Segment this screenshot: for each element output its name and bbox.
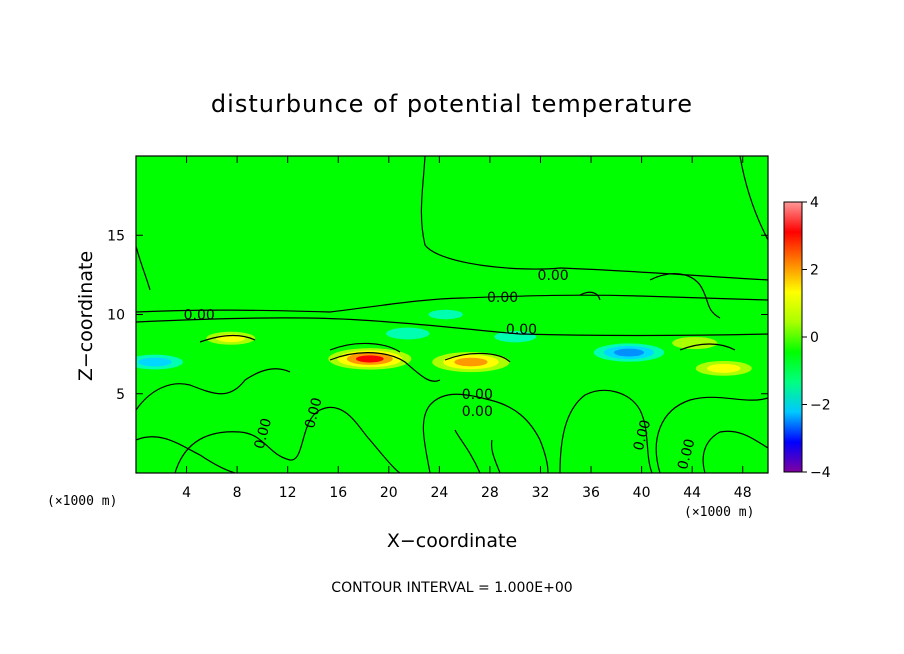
contour-label: 0.00 <box>184 308 215 324</box>
x-tick-label: 4 <box>182 485 191 501</box>
colorbar-gradient <box>784 202 802 472</box>
contour-line <box>454 429 481 473</box>
colorbar-tick-label: 4 <box>810 195 819 211</box>
contour-line <box>579 291 601 301</box>
contour-line <box>329 342 401 353</box>
field-feature-cold <box>613 348 645 357</box>
contour-interval-note: CONTOUR INTERVAL = 1.000E+00 <box>331 580 572 596</box>
y-tick-label: 15 <box>107 228 125 244</box>
y-axis: 5 10 15 <box>107 228 768 403</box>
contour-line <box>490 439 501 473</box>
contour-line <box>199 335 256 343</box>
field-feature-warm <box>454 357 488 367</box>
contour-line <box>329 352 441 382</box>
y-tick-label: 10 <box>107 308 125 324</box>
contour-line <box>444 352 511 363</box>
contour-lines <box>136 156 768 473</box>
chart-title: disturbunce of potential temperature <box>211 90 693 118</box>
contour-label: 0.00 <box>538 268 569 284</box>
contour-line <box>649 273 721 319</box>
contour-label: 0.00 <box>487 290 518 306</box>
contour-label: 0.00 <box>462 404 493 420</box>
field-feature-warm <box>356 355 384 363</box>
y-axis-label: Z−coordinate <box>75 251 97 381</box>
x-tick-label: 36 <box>582 485 600 501</box>
x-tick-label: 16 <box>329 485 347 501</box>
x-tick-label: 12 <box>279 485 297 501</box>
contour-label: 0.00 <box>252 417 276 451</box>
contour-line <box>702 430 768 473</box>
x-tick-label: 20 <box>380 485 398 501</box>
field-feature-cold <box>138 357 172 367</box>
plot-area: 0.000.000.000.000.000.000.000.000.000.00… <box>107 155 769 501</box>
contour-label: 0.00 <box>506 322 537 338</box>
x-tick-label: 32 <box>532 485 550 501</box>
contour-line <box>136 245 151 291</box>
colorbar-tick-label: −2 <box>810 398 831 414</box>
contour-line <box>136 436 236 473</box>
colorbar: 4 2 0 −2 −4 <box>783 195 831 481</box>
x-tick-label: 40 <box>633 485 651 501</box>
x-axis-label: X−coordinate <box>387 530 517 552</box>
field-feature-cold <box>386 327 430 340</box>
colorbar-tick-label: −4 <box>810 465 831 481</box>
x-tick-label: 8 <box>233 485 242 501</box>
contour-line <box>422 393 549 473</box>
x-unit-right: (×1000 m) <box>684 505 754 520</box>
x-axis: 4 8 12 16 20 24 28 32 36 40 44 48 <box>182 156 752 501</box>
contour-line <box>136 368 291 411</box>
contour-labels: 0.000.000.000.000.000.000.000.000.000.00 <box>184 268 699 471</box>
contour-line <box>136 294 768 313</box>
field-feature-cold <box>428 309 463 320</box>
x-tick-label: 44 <box>683 485 701 501</box>
colorbar-tick-label: 0 <box>810 330 819 346</box>
contour-line <box>739 156 768 241</box>
contour-line <box>655 396 768 473</box>
colorbar-ticks: 4 2 0 −2 −4 <box>802 195 831 481</box>
contour-label: 0.00 <box>462 387 493 403</box>
contour-line <box>174 406 401 473</box>
field-feature-warm <box>706 363 741 373</box>
contour-label: 0.00 <box>302 396 326 430</box>
contour-line <box>559 389 653 473</box>
y-tick-label: 5 <box>116 387 125 403</box>
contour-label: 0.00 <box>631 418 655 452</box>
x-tick-label: 48 <box>734 485 752 501</box>
colorbar-tick-label: 2 <box>810 263 819 279</box>
contour-label: 0.00 <box>675 437 699 471</box>
x-tick-label: 28 <box>481 485 499 501</box>
field-feature-warm <box>672 336 718 350</box>
contour-line <box>136 317 768 337</box>
x-tick-label: 24 <box>430 485 448 501</box>
x-unit-left: (×1000 m) <box>47 494 117 509</box>
contour-line <box>679 343 736 351</box>
